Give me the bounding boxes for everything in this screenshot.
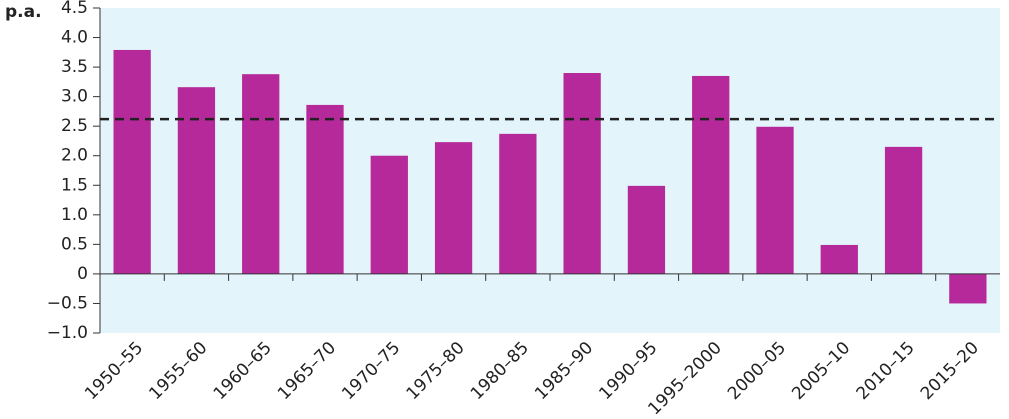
bar	[949, 273, 987, 304]
bar	[756, 126, 794, 274]
bar	[177, 87, 216, 274]
x-tick-label: 1975–80	[403, 338, 469, 404]
x-tick-label: 1970–75	[338, 338, 404, 404]
x-tick-label: 2015–20	[917, 338, 983, 404]
bar	[627, 185, 666, 274]
bar	[563, 73, 601, 274]
y-tick-label: 3.5	[61, 57, 88, 77]
x-tick-label: 1990–95	[595, 338, 661, 404]
y-tick-label: −0.5	[47, 293, 88, 313]
y-tick-label: 4.0	[61, 28, 88, 48]
x-tick-label: 1985–90	[531, 338, 597, 404]
bar	[242, 74, 280, 274]
x-tick-label: 2010–15	[853, 338, 919, 404]
y-tick-label: 1.5	[61, 175, 88, 195]
x-tick-label: 1955–60	[145, 338, 211, 404]
y-axis-label: p.a.	[5, 2, 42, 22]
bar	[884, 146, 923, 274]
bar	[306, 104, 344, 274]
y-tick-label: 4.5	[61, 0, 88, 18]
bar	[370, 155, 408, 274]
plot-background	[100, 8, 1000, 333]
x-tick-label: 1950–55	[81, 338, 147, 404]
bar	[434, 142, 473, 274]
bar	[692, 75, 730, 274]
x-tick-label: 2000–05	[724, 338, 790, 404]
bar	[820, 244, 858, 274]
bar	[499, 133, 537, 274]
y-tick-label: 3.0	[61, 87, 88, 107]
y-tick-label: 1.0	[61, 205, 88, 225]
y-tick-label: 2.5	[61, 116, 88, 136]
x-tick-label: 1960–65	[210, 338, 276, 404]
x-tick-label: 1965–70	[274, 338, 340, 404]
x-tick-label: 1980–85	[467, 338, 533, 404]
y-tick-label: 2.0	[61, 146, 88, 166]
y-tick-label: 0	[77, 264, 88, 284]
y-tick-label: 0.5	[61, 234, 88, 254]
bar	[113, 49, 151, 274]
y-tick-label: −1.0	[47, 323, 88, 343]
x-tick-label: 2005–10	[788, 338, 854, 404]
